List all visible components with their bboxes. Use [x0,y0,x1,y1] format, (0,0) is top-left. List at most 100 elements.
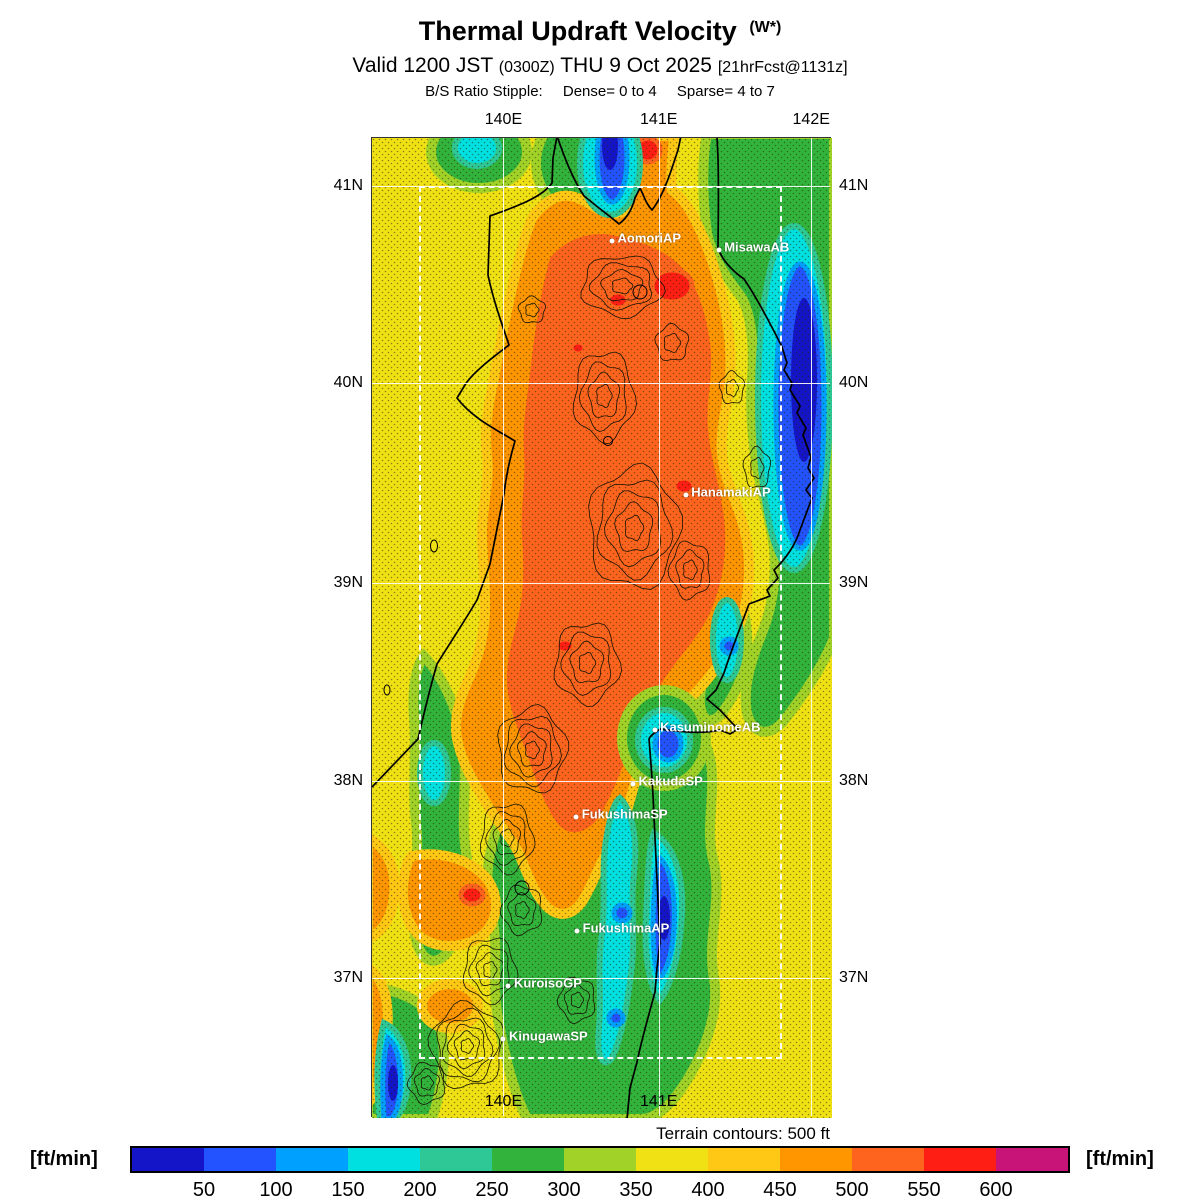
grid-line-lon [658,138,660,1116]
colorbar-segment [132,1148,204,1171]
lake-outline [632,284,648,300]
chart-title-units-note: (W*) [749,19,782,36]
station-label: KasuminomeAB [660,719,761,735]
terrain-contour [663,332,682,353]
terrain-contour [718,370,745,405]
stipple-legend-line: B/S Ratio Stipple: Dense= 0 to 4 Sparse=… [0,83,1200,100]
terrain-contour [596,383,613,409]
grid-line-lat [372,383,830,385]
terrain-contour [580,255,666,320]
terrain-contour [485,811,527,866]
colorbar-tick-label: 300 [547,1179,581,1200]
colorbar-tick-label: 250 [475,1179,509,1200]
grid-line-lon [503,138,505,1116]
station-marker: KakudaSP [630,774,703,789]
station-marker: KinugawaSP [500,1028,588,1043]
terrain-contour [492,818,521,856]
colorbar-segment [852,1148,924,1171]
chart-title-text: Thermal Updraft Velocity [418,16,737,46]
colorbar-segment [276,1148,348,1171]
terrain-contour [654,322,690,362]
terrain-contour [587,371,621,418]
lat-label-right: 37N [839,969,869,987]
terrain-contour [578,651,597,674]
lat-label-left: 38N [333,771,363,789]
terrain-contour [667,540,711,601]
bs-ratio-stipple-overlay [372,138,832,1118]
colorbar-segment [348,1148,420,1171]
thermal-field-map [372,138,832,1118]
colorbar-tick-label: 600 [979,1179,1013,1200]
terrain-contour [483,961,498,979]
terrain-contour [611,277,634,295]
lat-label-right: 40N [839,374,869,392]
station-label: FukushimaSP [581,806,668,822]
colorbar-tick-label: 500 [835,1179,869,1200]
station-label: KakudaSP [638,773,703,789]
lon-label-top: 142E [792,111,830,128]
terrain-contour [517,295,546,324]
terrain-contour [570,991,585,1009]
valid-date: THU 9 Oct 2025 [560,54,712,77]
station-label: HanamakiAP [691,484,771,500]
colorbar-segments [132,1148,1068,1171]
lat-label-right: 38N [839,771,869,789]
lon-label-top: 140E [484,111,523,128]
colorbar-tick-label: 550 [907,1179,941,1200]
terrain-contour [556,976,596,1025]
colorbar: 50 100 150 200 250 300 350 400 450 500 550 600 [130,1146,1070,1200]
terrain-contour [420,1075,435,1091]
chart-title: Thermal Updraft Velocity (W*) [0,16,1200,47]
grid-line-lat [372,582,830,584]
station-marker: KasuminomeAB [652,719,761,734]
terrain-contour [468,944,510,997]
colorbar-segment [996,1148,1068,1171]
grid-line-lat [372,780,830,782]
station-marker: AomoriAP [609,230,681,245]
island-outline [430,539,438,553]
station-label: AomoriAP [617,230,682,246]
terrain-contour [596,479,674,581]
terrain-contour [588,262,653,311]
terrain-contour [725,379,740,397]
lon-label-bottom: 140E [484,1093,523,1110]
terrain-contour [497,704,570,794]
terrain-contour [563,983,590,1015]
lat-label-left: 40N [333,374,363,392]
colorbar-units-left: [ft/min] [30,1148,98,1170]
terrain-contour [475,952,504,987]
station-marker: HanamakiAP [683,484,771,499]
island-outline [383,684,391,696]
coastline-mutsu-bay [556,138,682,225]
coastline-west [372,138,558,788]
terrain-contour [683,559,698,581]
colorbar-segment [420,1148,492,1171]
terrain-contour [509,723,553,778]
lat-label-right: 41N [839,176,869,194]
stipple-dense: Dense= 0 to 4 [562,83,657,100]
terrain-contours [406,255,771,1106]
terrain-contour [441,1017,494,1077]
terrain-contour [460,1038,475,1054]
valid-time-line: Valid 1200 JST (0300Z) THU 9 Oct 2025 [2… [0,54,1200,78]
station-marker: KuroisoGP [505,975,582,990]
stipple-label: B/S Ratio Stipple: [425,83,543,100]
terrain-contour [525,302,540,318]
terrain-contour [604,490,662,568]
terrain-contour [427,1000,505,1090]
terrain-contour [742,445,771,489]
terrain-contour [614,501,654,552]
coastline-pacific [626,138,815,1118]
colorbar-tick-label: 400 [691,1179,725,1200]
terrain-contour [624,514,645,542]
terrain-contour [675,549,705,589]
colorbar-segment [780,1148,852,1171]
terrain-contour [588,462,683,590]
station-label: FukushimaAP [582,920,670,936]
geography [372,138,815,1118]
chart-header: Thermal Updraft Velocity (W*) Valid 1200… [0,16,1200,100]
station-label: KuroisoGP [513,975,582,991]
lake-outline [603,436,613,446]
terrain-contour [413,1067,440,1097]
terrain-contour [600,269,644,302]
